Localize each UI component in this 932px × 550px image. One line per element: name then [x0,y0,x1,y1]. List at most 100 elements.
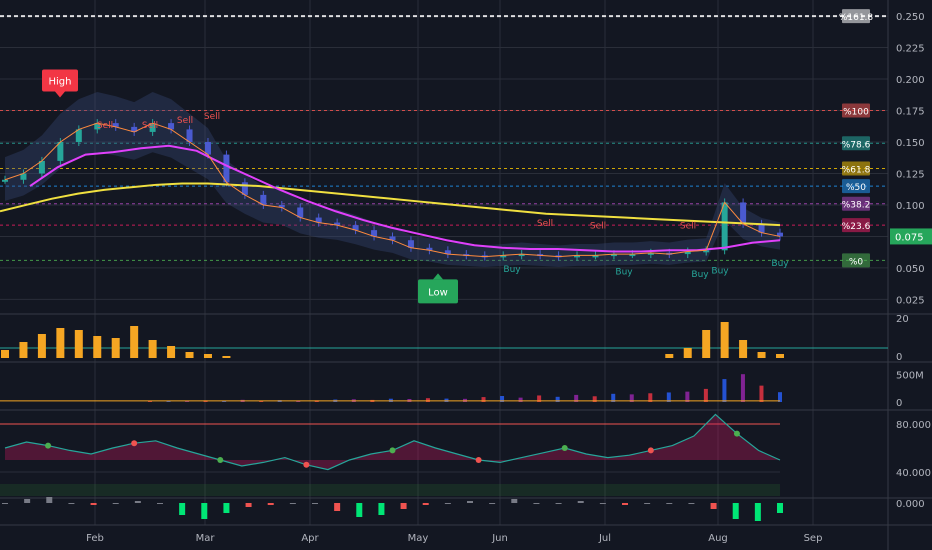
volume-bar [130,326,139,358]
fib-level-tag: %78.6 [842,136,871,151]
candle-body [574,255,581,258]
histogram-bar [666,503,673,504]
sell-signal-label: Sell [590,222,606,232]
low-marker-bg [418,279,458,304]
buy-signal-label: Buy [711,266,729,276]
osc-cross-dot [647,447,654,454]
ema-fast-line [29,144,781,253]
histogram-bar [179,503,186,515]
volume2-bar [537,395,542,402]
volume-bar [148,340,157,358]
sell-signal-label: Sell [177,116,193,126]
volume-bar [720,322,729,358]
volume2-bar [740,374,745,402]
price-line [4,122,781,258]
fib-tag-label: %50 [846,183,866,193]
histogram-bar [201,503,208,519]
buy-signal-label: Buy [503,265,521,275]
month-tick-label: Jul [598,533,611,544]
fib-tag-bg [842,9,870,24]
volume2-bar [259,401,264,402]
candle-body [168,123,175,130]
fib-level-tag: %0 [842,253,870,268]
histogram-bar [533,503,540,504]
histogram-bar [312,503,318,504]
volume2-bar [648,393,653,402]
sell-signal-label: Sell [142,121,158,131]
candle-body [38,160,45,174]
histogram-bar [577,501,584,503]
price-axis[interactable]: 0.250 0.225 0.200 0.175 0.150 0.125 0.100 0.075… [890,12,932,510]
month-tick-label: Sep [804,533,823,544]
volume-bar [185,352,194,358]
histogram-pane[interactable] [2,497,783,521]
histogram-bar [400,503,407,509]
fib-tag-label: %78.6 [842,140,871,150]
candle-body [94,123,101,130]
price-cloud-band [5,91,780,267]
candle-body [426,247,433,251]
current-price-label: 0.075 [895,232,924,243]
candle-body [241,182,248,195]
volume2-bar [685,391,690,402]
volume2-tick-label: 0 [896,398,902,409]
fib-level-tag: %50 [842,179,870,194]
histogram-bar [289,503,296,504]
histogram-bar [112,503,119,504]
osc-cross-dot [561,445,568,451]
price-tick-label: 0.225 [896,44,925,55]
volume-bar [56,328,65,358]
high-marker-bg [42,69,78,92]
candle-body [112,123,119,127]
volume2-bar [592,396,597,402]
candle-body [518,254,525,257]
volume-bar [683,348,692,358]
month-tick-label: Feb [86,533,104,544]
fib-level-tag: %100 [842,103,870,118]
histogram-bar [46,497,53,503]
volume2-bar [555,396,560,402]
histogram-bar [732,503,739,519]
volume2-bar [629,394,634,402]
candle-body [20,173,27,180]
volume2-bar [148,400,152,402]
candle-body [186,129,193,142]
volume2-bar [666,392,671,402]
histogram-bar [688,503,695,504]
histogram-bar [24,499,31,503]
candle-body [297,207,304,218]
volume-pane[interactable] [0,322,888,358]
osc-cross-dot [217,457,224,463]
fib-tag-bg [842,161,870,176]
fib-level-tag: %38.2 [842,196,870,211]
time-axis[interactable]: Feb Mar Apr May Jun Jul Aug Sep [86,533,822,544]
fib-level-tag: %23.6 [842,218,871,233]
candle-body [278,204,285,208]
volume2-bar [481,397,486,402]
price-tick-label: 0.200 [896,75,925,86]
volume-2-pane[interactable] [0,374,782,402]
month-tick-label: May [408,533,429,544]
histogram-bar [267,503,274,505]
volume-bar [19,342,28,358]
volume2-bar [425,398,430,402]
volume2-bar [759,385,764,402]
current-price-bg [890,228,932,245]
hist-tick-label: 0.000 [896,499,925,510]
oscillator-pane[interactable] [0,413,781,496]
osc-cross-dot [303,461,310,468]
sell-signal-label: Sell [680,222,696,232]
histogram-bar [622,503,628,505]
candle-body [592,255,599,258]
candle-body [703,250,710,253]
month-tick-label: Mar [196,533,216,544]
histogram-bar [511,499,518,503]
histogram-bar [2,503,8,504]
candle-body [389,236,396,241]
osc-oversold-zone [0,484,780,496]
low-marker-label: Low [428,287,448,298]
volume2-bar [722,379,727,402]
main-price-pane[interactable]: %100 %78.6 %61.8 %50 %38.2 %23.6 %0 %161.8 High L… [0,9,888,304]
volume-bar [222,356,231,358]
